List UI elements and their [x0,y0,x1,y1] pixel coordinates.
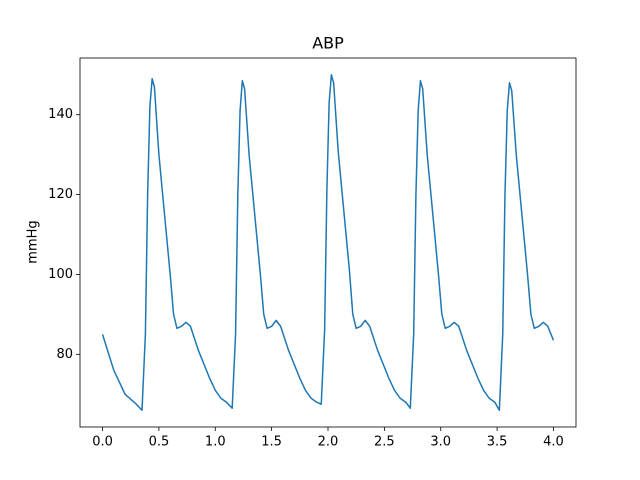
x-tick-label: 1.5 [261,435,282,450]
x-tick-label: 2.5 [374,435,395,450]
x-tick-label: 3.0 [430,435,451,450]
y-tick-label: 100 [48,267,73,282]
line-series [101,74,555,411]
x-tick-label: 2.0 [318,435,339,450]
plot-frame [79,57,577,428]
x-tick-label: 1.0 [205,435,226,450]
chart-title: ABP [312,34,344,53]
y-tick-label: 80 [56,347,73,362]
x-tick-label: 0.0 [92,435,113,450]
x-tick-label: 3.5 [487,435,508,450]
y-tick-label: 140 [48,107,73,122]
y-axis-label: mmHg [26,220,41,263]
y-tick-label: 120 [48,187,73,202]
x-tick-label: 4.0 [543,435,564,450]
x-tick-label: 0.5 [149,435,170,450]
